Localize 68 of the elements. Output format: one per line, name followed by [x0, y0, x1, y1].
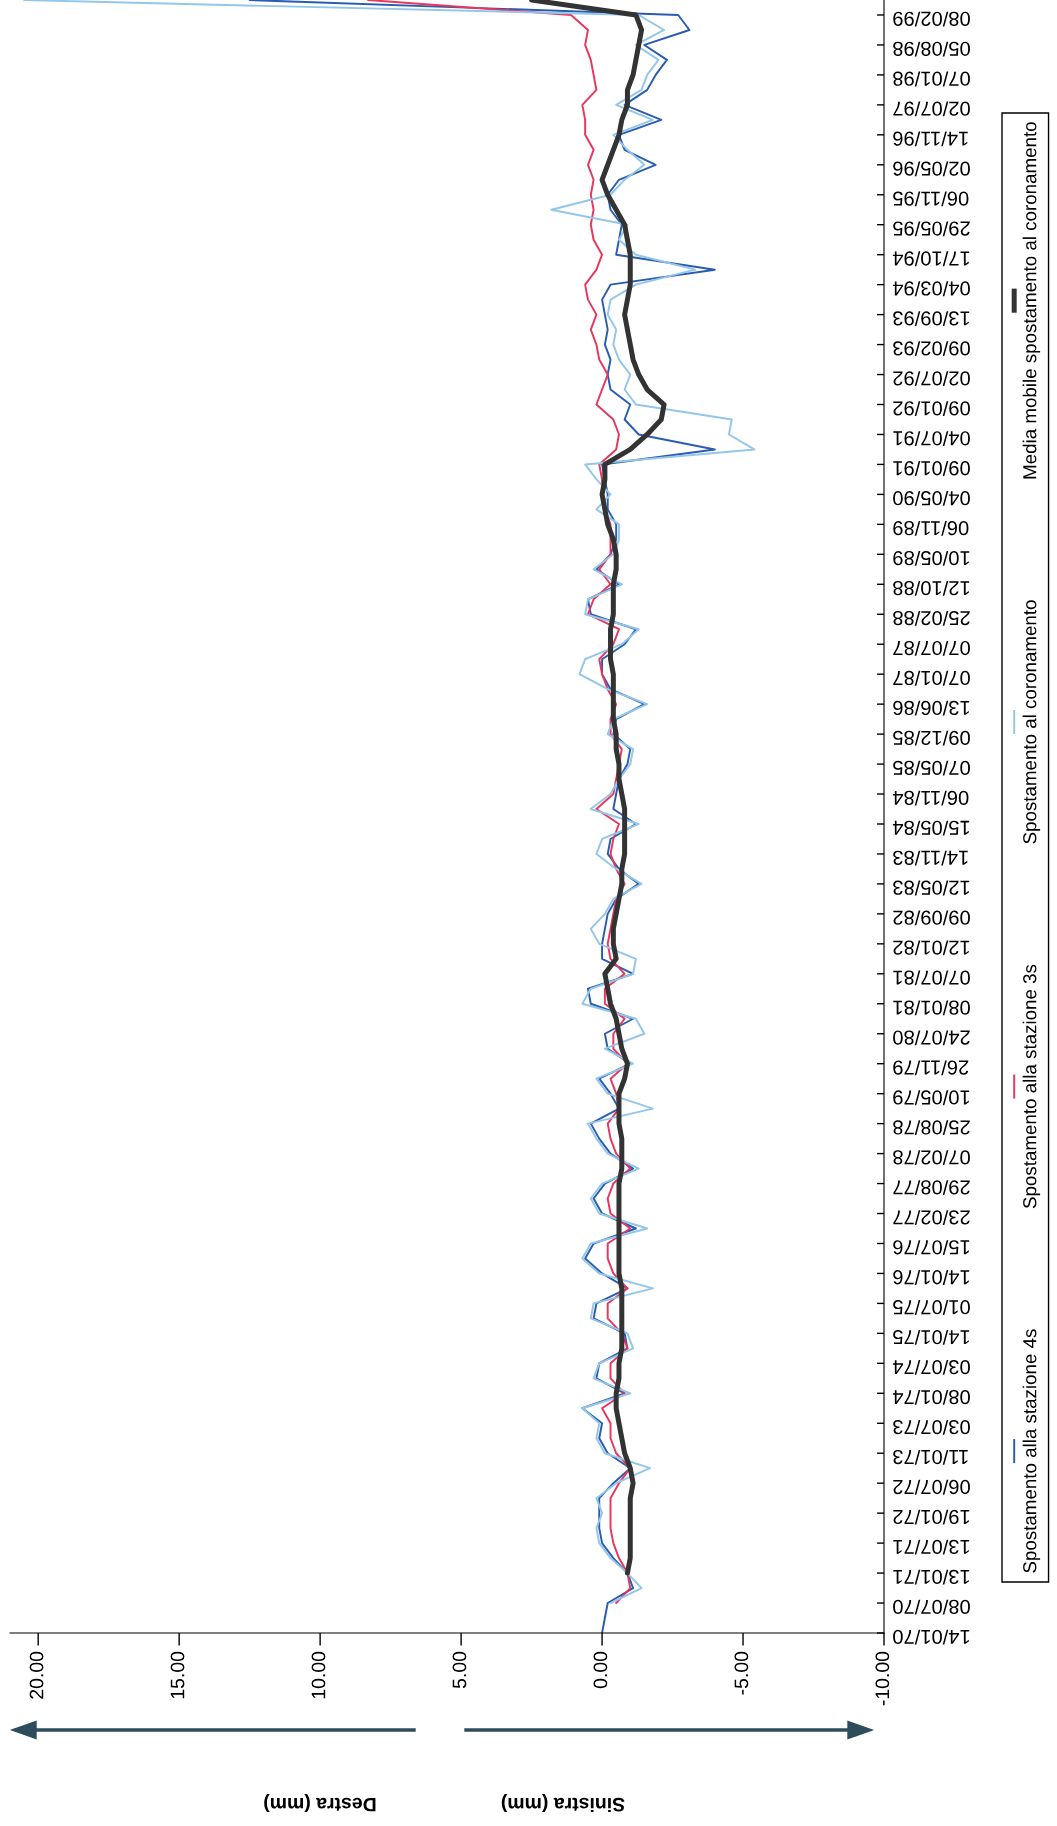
x-tick-label: -5.00: [734, 1651, 749, 1695]
y-tick-label: 14/01/75: [893, 1330, 970, 1345]
y-tick-label: 08/02/99: [893, 11, 970, 27]
y-tick-label: 11/01/73: [893, 1449, 968, 1465]
y-tick-label: 12/10/88: [893, 580, 970, 596]
y-tick-label: 14/01/70: [893, 1629, 970, 1645]
y-tick-label: 07/01/87: [893, 670, 970, 686]
y-tick-label: 04/07/91: [893, 431, 970, 446]
y-tick-label: 06/11/89: [893, 521, 969, 536]
y-tick-label: 02/05/96: [893, 161, 970, 177]
y-tick-label: 03/07/74: [892, 1360, 970, 1375]
y-tick-label: 29/08/77: [893, 1180, 970, 1196]
y-tick-label: 05/08/98: [893, 41, 970, 57]
text: Sinistra (mm): [501, 1793, 625, 1813]
y-tick-label: 02/07/92: [893, 371, 970, 387]
y-tick-label: 25/02/88: [893, 610, 970, 626]
y-tick-label: 07/01/98: [893, 71, 970, 87]
y-tick-label: 13/09/93: [893, 311, 970, 327]
y-tick-label: 09/12/85: [893, 730, 970, 746]
y-tick-label: 12/05/83: [893, 880, 970, 896]
y-tick-label: 23/02/77: [893, 1210, 970, 1225]
y-tick-label: 09/02/93: [893, 341, 970, 357]
y-tick-label: 08/01/74: [892, 1389, 970, 1405]
x-tick-label: -10.00: [875, 1651, 890, 1706]
y-tick-label: 24/07/80: [893, 1030, 970, 1046]
legend-label: Spostamento alla stazione 3s: [1022, 964, 1041, 1209]
y-tick-label: 02/07/97: [893, 101, 970, 117]
y-tick-label: 07/05/85: [893, 760, 970, 776]
y-tick-label: 14/11/83: [893, 850, 968, 866]
y-tick-label: 08/07/70: [893, 1599, 970, 1615]
y-tick-label: 03/07/73: [893, 1419, 970, 1435]
y-tick-label: 07/07/81: [893, 970, 970, 986]
y-tick-label: 14/01/76: [893, 1270, 970, 1285]
y-tick-label: 06/07/72: [893, 1479, 970, 1495]
y-tick-label: 10/05/89: [893, 551, 970, 566]
x-tick-label: 20.00: [29, 1651, 44, 1699]
y-tick-label: 25/08/78: [893, 1120, 970, 1136]
legend-label: Spostamento al coronamento: [1022, 600, 1041, 844]
y-tick-label: 09/01/92: [893, 401, 970, 416]
y-tick-label: 17/10/94: [892, 251, 970, 267]
legend-label: Media mobile spostamento al coronamento: [1022, 122, 1041, 479]
y-tick-label: 07/02/78: [893, 1150, 970, 1166]
y-tick-label: 15/07/76: [893, 1240, 970, 1255]
y-tick-label: 12/01/82: [893, 940, 970, 956]
x-tick-label: 10.00: [311, 1651, 326, 1699]
y-tick-label: 09/09/82: [893, 910, 970, 926]
x-tick-label: 5.00: [452, 1651, 467, 1689]
y-tick-label: 04/03/94: [892, 281, 970, 297]
y-tick-label: 08/01/81: [893, 1000, 970, 1016]
y-tick-label: 06/11/84: [892, 790, 969, 806]
legend-label: Spostamento alla stazione 4s: [1022, 1329, 1041, 1573]
y-tick-label: 26/11/79: [893, 1060, 969, 1076]
y-tick-label: 10/05/79: [893, 1090, 970, 1106]
y-tick-label: 07/07/87: [893, 640, 970, 656]
y-tick-label: 01/07/75: [893, 1300, 970, 1315]
x-tick-label: 0.00: [593, 1651, 608, 1689]
y-tick-label: 13/07/71: [893, 1539, 970, 1555]
y-tick-label: 09/01/91: [893, 461, 970, 476]
x-tick-label: 15.00: [170, 1651, 185, 1699]
y-tick-label: 15/05/84: [892, 820, 970, 836]
y-tick-label: 19/01/72: [893, 1509, 970, 1525]
y-tick-label: 14/11/96: [893, 131, 968, 147]
y-tick-label: 13/01/71: [893, 1569, 970, 1585]
text: Destra (mm): [264, 1793, 376, 1813]
y-tick-label: 13/06/86: [893, 700, 970, 716]
y-tick-label: 29/05/95: [893, 221, 970, 237]
y-tick-label: 06/11/95: [893, 191, 969, 207]
y-tick-label: 04/05/90: [893, 491, 970, 506]
